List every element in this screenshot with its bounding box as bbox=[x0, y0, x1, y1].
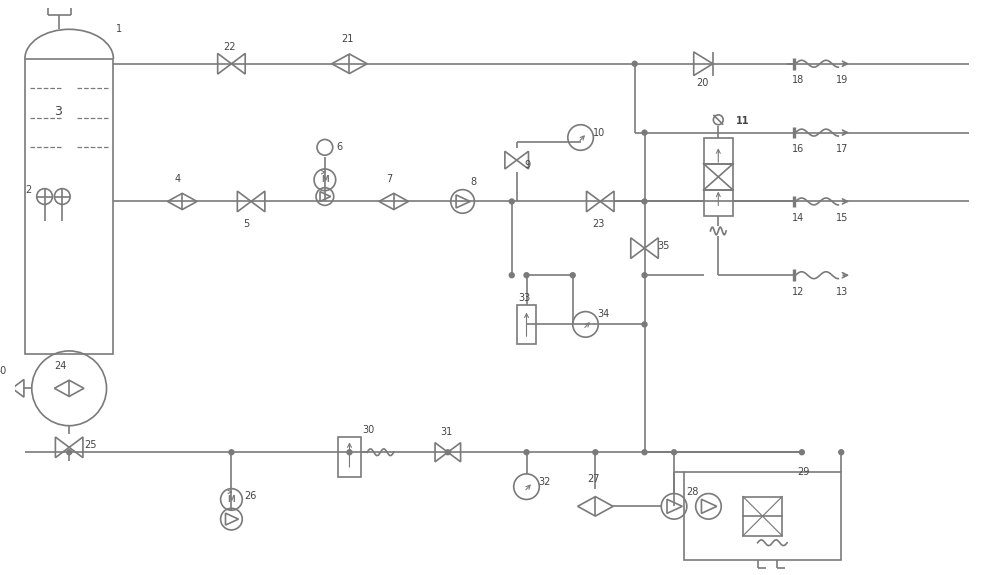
Text: 6: 6 bbox=[337, 142, 343, 152]
Bar bbox=[517, 305, 536, 344]
Text: 20: 20 bbox=[697, 78, 709, 89]
Text: 4: 4 bbox=[174, 174, 181, 184]
Circle shape bbox=[524, 450, 529, 455]
Text: 7: 7 bbox=[386, 174, 392, 184]
Text: 5: 5 bbox=[243, 219, 249, 229]
Text: 22: 22 bbox=[224, 42, 236, 52]
Text: 8: 8 bbox=[470, 177, 477, 187]
Text: 16: 16 bbox=[792, 144, 804, 154]
Bar bbox=[684, 472, 841, 561]
Bar bbox=[704, 164, 733, 190]
Text: 11: 11 bbox=[736, 116, 750, 126]
Circle shape bbox=[632, 62, 637, 66]
Circle shape bbox=[509, 273, 514, 278]
Text: 15: 15 bbox=[836, 213, 849, 223]
Circle shape bbox=[593, 450, 598, 455]
Text: 3: 3 bbox=[54, 105, 62, 118]
Bar bbox=[704, 190, 733, 216]
Text: 28: 28 bbox=[686, 486, 698, 496]
Circle shape bbox=[799, 450, 804, 455]
Circle shape bbox=[509, 199, 514, 204]
Text: 33: 33 bbox=[519, 293, 531, 303]
Text: 27: 27 bbox=[587, 474, 600, 484]
Bar bbox=[25, 59, 113, 354]
Bar bbox=[743, 496, 782, 536]
Circle shape bbox=[229, 450, 234, 455]
Text: M: M bbox=[228, 495, 235, 504]
Text: 34: 34 bbox=[597, 309, 610, 320]
Text: 10: 10 bbox=[593, 128, 606, 137]
Circle shape bbox=[524, 273, 529, 278]
Circle shape bbox=[570, 273, 575, 278]
Circle shape bbox=[67, 450, 72, 455]
Text: 19: 19 bbox=[836, 75, 849, 85]
Text: 32: 32 bbox=[538, 477, 551, 486]
Circle shape bbox=[642, 450, 647, 455]
Circle shape bbox=[839, 450, 844, 455]
Text: 14: 14 bbox=[792, 213, 804, 223]
Text: 2: 2 bbox=[25, 185, 31, 194]
Circle shape bbox=[672, 450, 676, 455]
Circle shape bbox=[445, 450, 450, 455]
Circle shape bbox=[347, 450, 352, 455]
Text: 17: 17 bbox=[836, 144, 849, 154]
Text: 30: 30 bbox=[362, 424, 375, 435]
Text: 31: 31 bbox=[440, 427, 452, 438]
Text: 25: 25 bbox=[84, 440, 96, 450]
Text: 26: 26 bbox=[244, 492, 257, 501]
Text: 35: 35 bbox=[657, 241, 670, 251]
Text: 1: 1 bbox=[116, 24, 122, 34]
Circle shape bbox=[642, 273, 647, 278]
Text: 13: 13 bbox=[836, 287, 849, 297]
Text: 24: 24 bbox=[54, 361, 67, 371]
Circle shape bbox=[642, 322, 647, 327]
Text: 12: 12 bbox=[792, 287, 804, 297]
Text: 23: 23 bbox=[592, 219, 605, 229]
Text: 18: 18 bbox=[792, 75, 804, 85]
Circle shape bbox=[642, 130, 647, 135]
Text: 29: 29 bbox=[797, 467, 809, 477]
Text: 21: 21 bbox=[342, 34, 354, 44]
Text: M: M bbox=[321, 175, 329, 185]
Text: 9: 9 bbox=[525, 160, 531, 170]
Bar bbox=[338, 438, 361, 477]
Text: 40: 40 bbox=[0, 366, 7, 375]
Bar bbox=[704, 137, 733, 164]
Circle shape bbox=[642, 199, 647, 204]
